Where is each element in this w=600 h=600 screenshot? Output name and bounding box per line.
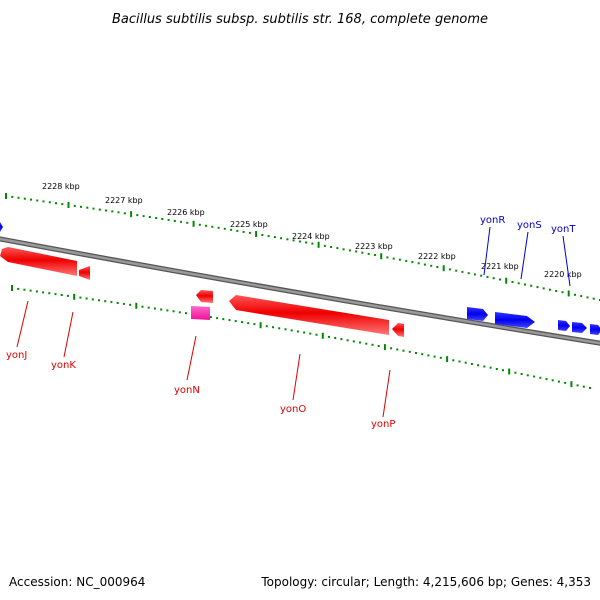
- genome-summary-text: Topology: circular; Length: 4,215,606 bp…: [260, 575, 591, 589]
- gene-feature-forward[interactable]: [572, 322, 587, 333]
- gene-feature-yonJ[interactable]: [0, 247, 77, 276]
- gene-label-yonK[interactable]: yonK: [51, 360, 76, 371]
- gene-labels: yonJ yonK yonN yonO yonP yonR yonS yonT: [6, 215, 576, 430]
- accession-text: Accession: NC_000964: [9, 575, 145, 589]
- kbp-label: 2223 kbp: [355, 242, 393, 251]
- kbp-label: 2225 kbp: [230, 220, 268, 229]
- forward-label-leaders: [483, 226, 571, 287]
- kbp-label: 2227 kbp: [105, 196, 143, 205]
- gene-feature-yonK[interactable]: [79, 266, 90, 280]
- gene-feature-yonS[interactable]: [495, 312, 535, 328]
- gene-label-yonJ[interactable]: yonJ: [6, 350, 27, 361]
- kbp-labels: 2228 kbp 2227 kbp 2226 kbp 2225 kbp 2224…: [42, 182, 582, 279]
- gene-label-yonO[interactable]: yonO: [280, 404, 306, 415]
- forward-genes: [0, 222, 600, 335]
- gene-feature-yonR[interactable]: [467, 307, 488, 321]
- kbp-label: 2222 kbp: [418, 252, 456, 261]
- gene-label-yonN[interactable]: yonN: [174, 385, 200, 396]
- kbp-label: 2220 kbp: [544, 270, 582, 279]
- reverse-genes: [0, 247, 404, 337]
- gene-feature-yonN[interactable]: [196, 290, 213, 303]
- outer-scale-ticks: [5, 193, 600, 301]
- gene-feature-yonT[interactable]: [558, 320, 570, 331]
- gene-feature-pseudo[interactable]: [191, 306, 210, 320]
- gene-feature-yonP[interactable]: [392, 323, 404, 337]
- kbp-label: 2221 kbp: [481, 262, 519, 271]
- gene-label-yonT[interactable]: yonT: [551, 224, 576, 235]
- inner-scale-ticks: [11, 285, 591, 389]
- gene-feature-forward[interactable]: [0, 222, 3, 232]
- gene-feature-yonO[interactable]: [229, 295, 389, 335]
- kbp-label: 2224 kbp: [292, 232, 330, 241]
- gene-feature-forward[interactable]: [590, 324, 600, 335]
- kbp-label: 2228 kbp: [42, 182, 80, 191]
- kbp-label: 2226 kbp: [167, 208, 205, 217]
- gene-label-yonP[interactable]: yonP: [371, 419, 395, 430]
- reverse-label-leaders: [16, 300, 391, 418]
- gene-label-yonR[interactable]: yonR: [480, 215, 505, 226]
- gene-label-yonS[interactable]: yonS: [517, 220, 542, 231]
- genome-title: Bacillus subtilis subsp. subtilis str. 1…: [112, 12, 488, 27]
